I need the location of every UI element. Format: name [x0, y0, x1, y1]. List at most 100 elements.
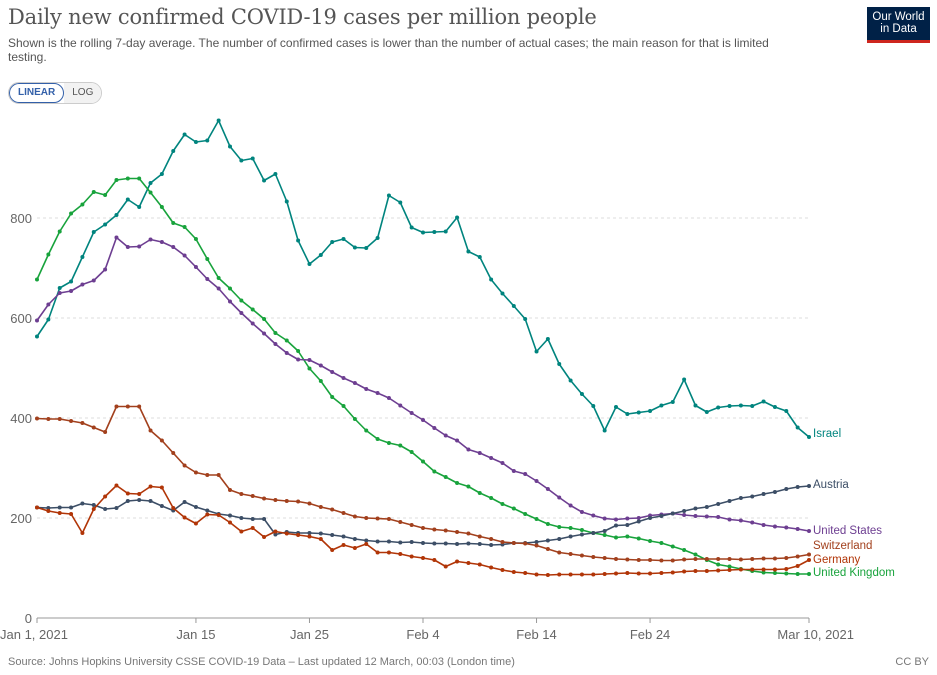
data-point: [103, 222, 108, 227]
data-point: [46, 317, 51, 322]
data-point: [659, 403, 664, 408]
data-point: [262, 496, 267, 501]
data-point: [466, 541, 471, 546]
data-point: [704, 569, 709, 573]
data-point: [171, 506, 176, 510]
data-point: [432, 527, 437, 532]
data-point: [228, 488, 232, 492]
license-label[interactable]: CC BY: [895, 656, 929, 668]
data-point: [46, 302, 51, 307]
source-note[interactable]: Source: Johns Hopkins University CSSE CO…: [8, 656, 515, 668]
data-point: [386, 193, 391, 198]
owid-logo[interactable]: Our World in Data: [867, 7, 930, 43]
data-point: [69, 505, 74, 510]
data-point: [602, 533, 607, 537]
data-point: [421, 230, 425, 235]
data-point: [591, 555, 596, 559]
data-point: [46, 506, 51, 510]
data-point: [772, 571, 777, 575]
data-point: [364, 387, 369, 391]
data-point: [330, 240, 335, 244]
data-point: [761, 399, 766, 404]
data-point: [352, 245, 357, 250]
data-point: [341, 543, 346, 547]
data-point: [477, 542, 482, 546]
data-point: [772, 567, 777, 572]
scale-toggle[interactable]: LINEAR LOG: [8, 82, 103, 104]
data-point: [159, 485, 164, 490]
data-point: [784, 567, 789, 571]
data-point: [455, 215, 460, 220]
data-point: [772, 556, 777, 561]
data-point: [795, 425, 800, 430]
linear-scale-button[interactable]: LINEAR: [9, 83, 65, 103]
data-point: [477, 451, 482, 455]
data-point: [432, 426, 437, 430]
data-point: [738, 496, 743, 500]
data-point: [330, 533, 335, 537]
data-point: [250, 526, 255, 530]
data-point: [341, 404, 346, 408]
data-point: [239, 516, 244, 520]
data-point: [682, 509, 687, 513]
data-point: [352, 417, 357, 421]
series-line: [36, 119, 810, 438]
data-point: [171, 149, 176, 153]
data-point: [579, 528, 584, 532]
data-point: [421, 526, 425, 530]
data-point: [46, 417, 51, 421]
data-point: [250, 307, 255, 312]
data-point: [398, 443, 403, 448]
data-point: [614, 405, 618, 409]
data-point: [80, 255, 85, 259]
data-point: [421, 556, 425, 560]
data-point: [670, 544, 675, 549]
data-point: [591, 572, 596, 577]
data-point: [795, 527, 800, 531]
data-point: [250, 494, 255, 498]
data-point: [489, 565, 494, 570]
data-point: [772, 490, 777, 494]
data-point: [91, 507, 96, 511]
data-point: [534, 540, 539, 544]
data-point: [216, 118, 221, 123]
data-point: [625, 523, 630, 527]
data-point: [761, 570, 766, 575]
data-point: [659, 514, 664, 518]
data-point: [375, 437, 380, 441]
data-point: [307, 534, 312, 539]
data-point: [534, 349, 539, 354]
log-scale-button[interactable]: LOG: [64, 83, 102, 103]
data-point: [784, 556, 789, 560]
data-point: [307, 366, 312, 371]
data-point: [534, 479, 539, 483]
series-label: Israel: [813, 428, 841, 440]
data-point: [69, 289, 74, 293]
data-point: [659, 541, 664, 545]
data-point: [579, 532, 584, 537]
data-point: [477, 562, 482, 567]
data-point: [114, 483, 119, 488]
data-point: [738, 557, 743, 562]
data-point: [534, 543, 539, 548]
data-point: [625, 516, 630, 521]
data-point: [69, 419, 74, 423]
data-point: [171, 451, 176, 455]
data-point: [511, 469, 516, 473]
data-point: [318, 531, 323, 536]
data-point: [239, 311, 244, 315]
data-point: [284, 499, 289, 503]
data-point: [500, 502, 505, 506]
data-point: [364, 516, 369, 520]
data-point: [750, 557, 755, 561]
data-point: [523, 317, 528, 321]
data-point: [284, 531, 289, 536]
data-point: [648, 539, 653, 543]
data-point: [330, 507, 335, 512]
data-point: [625, 412, 630, 416]
data-point: [273, 498, 278, 502]
data-point: [182, 500, 187, 504]
data-point: [784, 487, 789, 491]
x-tick-label: Jan 15: [176, 627, 215, 642]
data-point: [693, 557, 698, 561]
